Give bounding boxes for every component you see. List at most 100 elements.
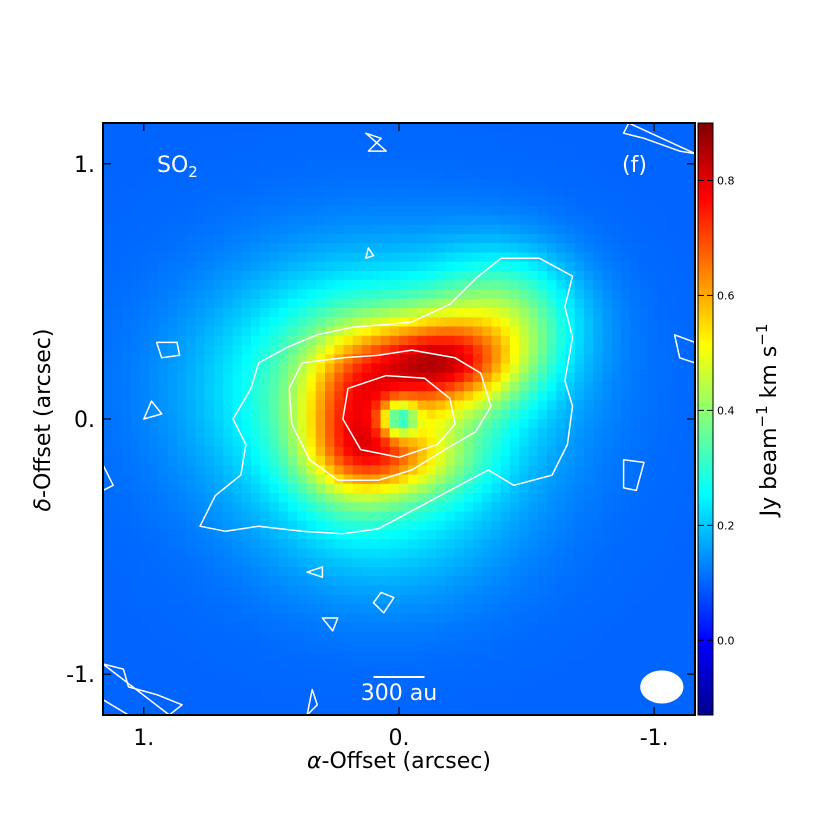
map-pixel — [658, 585, 668, 596]
map-pixel — [371, 631, 381, 642]
map-pixel — [463, 178, 474, 189]
map-pixel — [195, 585, 206, 596]
map-pixel — [334, 243, 344, 253]
map-pixel — [639, 409, 650, 420]
map-pixel — [417, 160, 428, 170]
map-pixel — [593, 335, 603, 346]
map-pixel — [334, 197, 344, 207]
map-pixel — [436, 576, 446, 586]
map-pixel — [389, 252, 400, 263]
map-pixel — [269, 178, 280, 189]
map-pixel — [667, 502, 677, 512]
map-pixel — [380, 271, 391, 281]
map-pixel — [306, 178, 317, 189]
map-pixel — [223, 502, 233, 512]
map-pixel — [389, 641, 400, 651]
map-pixel — [260, 234, 270, 244]
map-pixel — [371, 567, 381, 577]
map-pixel — [371, 298, 381, 309]
map-pixel — [389, 391, 400, 401]
map-pixel — [611, 668, 622, 679]
map-pixel — [130, 298, 141, 309]
contour-line — [155, 341, 181, 359]
map-pixel — [362, 215, 372, 226]
map-pixel — [519, 659, 529, 670]
map-pixel — [417, 567, 428, 577]
map-pixel — [574, 132, 585, 142]
map-pixel — [658, 345, 668, 355]
map-pixel — [195, 678, 206, 688]
map-pixel — [491, 141, 502, 152]
map-pixel — [574, 511, 585, 522]
map-pixel — [371, 456, 381, 466]
map-pixel — [121, 326, 132, 337]
map-pixel — [417, 483, 428, 494]
map-pixel — [602, 465, 613, 475]
map-pixel — [334, 280, 344, 290]
map-pixel — [611, 576, 622, 586]
map-pixel — [436, 409, 446, 420]
map-pixel — [260, 215, 270, 226]
map-pixel — [565, 234, 576, 244]
map-pixel — [306, 197, 317, 207]
map-pixel — [380, 326, 391, 337]
map-pixel — [685, 641, 695, 651]
map-pixel — [269, 141, 280, 152]
map-pixel — [260, 613, 270, 623]
map-pixel — [186, 326, 196, 337]
map-pixel — [389, 419, 400, 429]
map-pixel — [685, 298, 695, 309]
map-pixel — [519, 326, 529, 337]
map-pixel — [491, 363, 502, 374]
map-pixel — [306, 409, 317, 420]
map-pixel — [186, 520, 196, 531]
map-pixel — [112, 576, 122, 586]
map-pixel — [315, 187, 326, 198]
map-pixel — [500, 354, 511, 364]
map-pixel — [491, 483, 502, 494]
map-pixel — [204, 123, 215, 133]
map-pixel — [343, 206, 354, 216]
map-pixel — [639, 474, 650, 485]
map-pixel — [519, 224, 529, 235]
map-pixel — [445, 224, 455, 235]
map-pixel — [204, 641, 215, 651]
map-pixel — [658, 428, 668, 438]
map-pixel — [676, 520, 687, 531]
map-pixel — [482, 289, 492, 300]
map-pixel — [260, 631, 270, 642]
map-pixel — [223, 576, 233, 586]
map-pixel — [473, 493, 483, 503]
map-pixel — [463, 631, 474, 642]
map-pixel — [315, 298, 326, 309]
map-pixel — [232, 289, 243, 300]
map-pixel — [482, 197, 492, 207]
map-pixel — [325, 594, 335, 605]
map-pixel — [334, 585, 344, 596]
map-pixel — [241, 622, 252, 633]
map-pixel — [463, 696, 474, 707]
map-pixel — [140, 261, 150, 272]
map-pixel — [676, 650, 687, 660]
map-pixel — [103, 613, 113, 623]
map-pixel — [639, 169, 650, 179]
map-pixel — [667, 298, 677, 309]
map-pixel — [417, 520, 428, 531]
map-pixel — [519, 613, 529, 623]
map-pixel — [149, 437, 159, 448]
map-pixel — [288, 705, 298, 715]
map-pixel — [667, 428, 677, 438]
map-pixel — [417, 382, 428, 392]
map-label-subscript: 2 — [188, 163, 198, 181]
map-pixel — [352, 687, 363, 697]
map-pixel — [482, 206, 492, 216]
map-pixel — [408, 641, 418, 651]
map-pixel — [602, 511, 613, 522]
map-pixel — [454, 502, 465, 512]
map-pixel — [288, 169, 298, 179]
map-pixel — [380, 604, 391, 614]
map-pixel — [214, 317, 224, 327]
map-pixel — [574, 678, 585, 688]
map-pixel — [648, 243, 659, 253]
map-pixel — [251, 557, 261, 568]
